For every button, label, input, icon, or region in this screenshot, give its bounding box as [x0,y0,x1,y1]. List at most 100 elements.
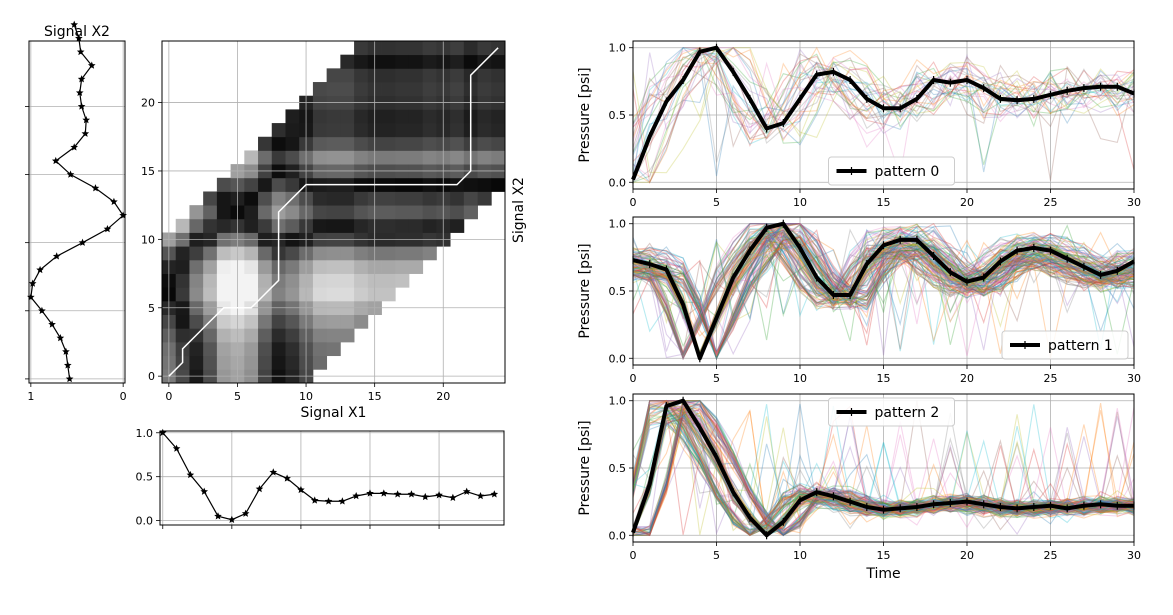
signal-x1-point-4 [214,512,222,520]
heatmap-cell [463,191,478,206]
heatmap-cell [312,136,328,151]
tick-label-x: 20 [436,390,450,403]
heatmap-cell [477,123,492,138]
heatmap-cell [216,355,231,370]
signal-x2-point-8 [36,265,44,274]
background-series-line [633,48,1134,183]
heatmap-cell [408,41,424,56]
signal-x1-point-6 [241,509,250,517]
heatmap-cell [312,150,328,165]
background-series-line [633,403,1134,537]
background-series-line [633,235,1134,360]
heatmap-cell [189,314,204,329]
background-series-line [633,235,1134,360]
signal-x2-point-7 [28,279,37,287]
pattern-2-xlabel: Time [865,566,900,582]
background-series-line [633,400,1134,535]
heatmap-cell [312,314,328,329]
signal-x2-point-5 [38,306,46,315]
signal-x1-point-14 [352,492,360,500]
heatmap-cell [408,218,424,233]
background-series-line [633,244,1134,360]
distance-heatmap-chart: 0 5 10 15 20 0 5 10 15 20 Signal X1 Signal X2 [141,40,527,421]
background-series-line [633,400,1134,536]
tick-label-x: 30 [1127,196,1141,209]
heatmap-cell [216,341,231,357]
heatmap-cell [477,41,492,56]
heatmap-cell [354,123,369,138]
heatmap-cell [258,355,273,370]
tick-label-y: 1.0 [136,427,154,440]
background-series-line [633,231,1134,360]
heatmap-cell [354,314,369,329]
tick-label-y: 0.5 [609,109,627,122]
background-series-line [633,421,1134,531]
heatmap-cell [175,259,190,274]
heatmap-cell [381,123,396,138]
background-series-line [633,223,1134,356]
signal-x2-point-19 [82,116,91,124]
heatmap-cell [450,54,465,69]
tick-label-y: 0.0 [136,515,154,528]
heatmap-cell [395,191,410,206]
heatmap-cell [258,314,273,329]
heatmap-cell [189,273,204,288]
heatmap-cell [408,259,424,274]
background-series-line [633,247,1134,356]
background-series-line [633,419,1134,536]
heatmap-cell [422,246,437,261]
background-series-line [633,54,1134,171]
background-series-line [633,224,1134,357]
heatmap-cell [271,123,286,138]
heatmap-cell [189,355,204,370]
tick-label-y: 1.0 [609,42,627,55]
heatmap-cell [340,259,355,274]
heatmap-cell [271,177,286,192]
signal-x1-point-2 [186,470,195,479]
background-series-line [633,223,1134,360]
tick-label-x: 20 [960,196,974,209]
pattern-1-legend-label: pattern 1 [1048,338,1113,354]
tick-label-y: 15 [141,165,155,178]
tick-label-x: 5 [234,390,241,403]
heatmap-cell [381,246,396,261]
tick-label-x: 10 [793,196,807,209]
heatmap-cell [326,68,341,83]
heatmap-cell [340,328,355,343]
heatmap-cell [491,54,506,69]
signal-x2-point-0 [65,374,74,383]
heatmap-cell [326,246,341,261]
pattern-2-frame [632,393,1135,543]
heatmap-cell [381,191,396,206]
signal-x1-point-17 [393,490,402,498]
pattern-1-chart: 0 5 10 15 20 25 30 0.0 0.5 1.0 Pressure [psi] patte… [577,216,1141,385]
heatmap-cell [216,314,231,329]
pattern-1-ylabel: Pressure [psi] [577,243,593,338]
heatmap-cell [340,68,355,83]
heatmap-cell [340,246,355,261]
pattern-0-legend-label: pattern 0 [875,164,940,180]
tick-label-x: 15 [368,390,382,403]
heatmap-cell [312,191,328,206]
heatmap-cell [491,123,506,138]
heatmap-cell [244,191,259,206]
signal-x1-point-13 [338,497,347,505]
heatmap-cell [354,68,369,83]
signal-x1-gridlines [162,431,440,525]
background-series-line [633,244,1134,353]
heatmap-cell [285,328,300,343]
background-series-line [633,223,1134,355]
heatmap-cell [312,218,328,233]
background-series-line [633,46,1134,163]
background-series-line [633,46,1134,177]
background-series-line [633,223,1134,354]
heatmap-cell [244,341,259,357]
pattern-0-legend: pattern 0 [828,156,955,186]
background-series-line [633,223,1134,360]
signal-x2-point-13 [110,197,118,206]
heatmap-cell [381,68,396,83]
tick-label-y: 1.0 [609,218,627,231]
pattern-2-ylabel: Pressure [psi] [577,420,593,515]
signal-x2-point-11 [103,225,112,233]
